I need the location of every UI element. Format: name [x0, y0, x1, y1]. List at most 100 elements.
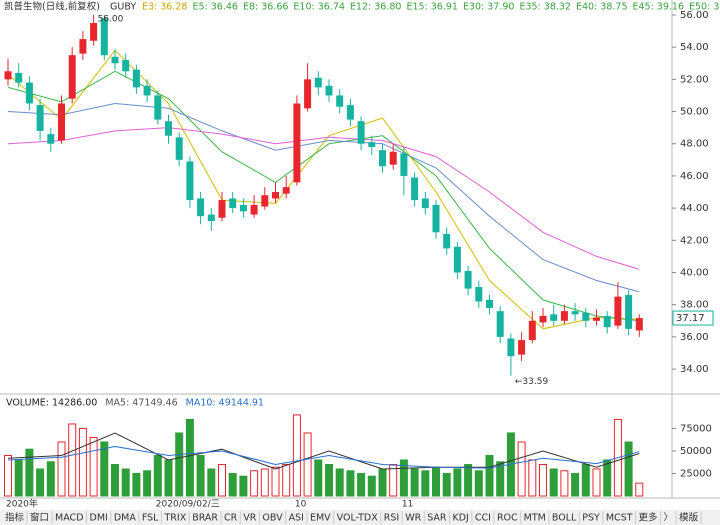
- volume-bar: [517, 441, 526, 497]
- candle-body: [4, 71, 12, 80]
- volume-bar: [421, 470, 430, 497]
- volume-bar: [260, 468, 269, 497]
- tab[interactable]: 模版: [679, 512, 699, 524]
- volume-bar: [346, 470, 355, 497]
- tab[interactable]: RSI: [384, 513, 399, 524]
- candle-body: [357, 121, 365, 144]
- volume-bar: [218, 463, 226, 497]
- tab[interactable]: TRIX: [163, 513, 186, 524]
- volume-bar: [143, 470, 152, 497]
- tab[interactable]: KDJ: [453, 513, 469, 524]
- volume-bar: [196, 454, 205, 497]
- indicator-legend: E15: 36.91: [406, 2, 458, 13]
- candle-body: [507, 338, 515, 357]
- tab[interactable]: CR: [224, 513, 238, 524]
- candle-body: [464, 270, 472, 289]
- volume-bar: [4, 454, 12, 497]
- tab[interactable]: ASI: [289, 513, 304, 524]
- volume-tick-label: 50000: [680, 446, 712, 457]
- tab[interactable]: 指标: [5, 512, 25, 524]
- tab[interactable]: ROC: [497, 513, 518, 524]
- y-tick-label: 44.00: [680, 203, 709, 214]
- candle-body: [154, 95, 162, 120]
- candle-body: [614, 296, 622, 326]
- tab[interactable]: DMA: [114, 513, 137, 524]
- volume-bar: [485, 454, 494, 497]
- tab[interactable]: VOL-TDX: [337, 513, 379, 524]
- tab[interactable]: SAR: [427, 513, 447, 524]
- volume-legend: MA5: 47149.46: [105, 398, 177, 409]
- tab[interactable]: DMI: [90, 513, 108, 524]
- tab[interactable]: BOLL: [552, 513, 577, 524]
- volume-bar: [635, 482, 644, 497]
- tab[interactable]: 〉: [664, 513, 674, 524]
- tab[interactable]: EMV: [310, 513, 331, 524]
- candle-body: [100, 18, 108, 56]
- candle-body: [132, 69, 140, 88]
- indicator-legend: E50: 39.55: [689, 2, 720, 13]
- volume-bar: [164, 459, 173, 497]
- indicator-legend: E10: 36.74: [293, 2, 345, 13]
- tab[interactable]: BRAR: [192, 513, 218, 524]
- volume-bar: [314, 459, 323, 497]
- volume-legend: VOLUME: 14286.00: [6, 398, 97, 409]
- volume-bar: [100, 441, 109, 497]
- candle-body: [432, 204, 440, 233]
- tab[interactable]: CCI: [475, 513, 491, 524]
- tab[interactable]: MTM: [524, 513, 546, 524]
- tab[interactable]: FSL: [142, 513, 159, 524]
- candle-body: [496, 311, 504, 337]
- volume-bar: [325, 463, 333, 497]
- tab[interactable]: WR: [405, 513, 421, 524]
- volume-ma-line: [7, 432, 640, 470]
- tab[interactable]: PSY: [582, 513, 600, 524]
- volume-bar: [111, 463, 119, 497]
- volume-bar: [539, 463, 547, 497]
- volume-bar: [528, 459, 537, 497]
- candle-body: [518, 340, 526, 355]
- volume-bar: [603, 459, 612, 497]
- candle-body: [603, 315, 611, 328]
- candle-body: [325, 85, 333, 96]
- volume-bar: [25, 448, 34, 497]
- candle-body: [635, 318, 643, 331]
- candle-body: [175, 137, 183, 160]
- tab[interactable]: VR: [243, 513, 256, 524]
- candle-body: [229, 198, 237, 209]
- tab[interactable]: 更多: [639, 512, 658, 524]
- candle-body: [389, 151, 397, 165]
- volume-bar: [303, 432, 312, 497]
- volume-bar: [57, 441, 66, 497]
- volume-bar: [592, 468, 601, 497]
- volume-tick-label: 75000: [680, 423, 712, 434]
- y-tick-label: 52.00: [680, 74, 709, 85]
- indicator-legend: E3: 36.28: [142, 2, 187, 13]
- volume-bar: [153, 454, 162, 497]
- candle-body: [560, 311, 568, 321]
- volume-bar: [549, 468, 558, 497]
- y-tick-label: 46.00: [680, 171, 709, 182]
- date-label: 2020/09/02/三: [156, 500, 220, 510]
- y-tick-label: 56.00: [680, 10, 709, 21]
- tab[interactable]: MACD: [55, 513, 83, 524]
- tab[interactable]: OBV: [262, 513, 283, 524]
- candle-body: [593, 317, 600, 321]
- y-tick-label: 54.00: [680, 42, 709, 53]
- price-annotation: 56.00: [98, 14, 124, 24]
- candle-body: [79, 39, 87, 54]
- volume-bar: [560, 470, 569, 497]
- volume-bar: [464, 463, 473, 497]
- tab[interactable]: 窗口: [30, 512, 49, 524]
- volume-bar: [474, 470, 483, 497]
- candle-body: [400, 153, 408, 176]
- volume-bar: [207, 468, 216, 497]
- indicator-legend: E45: 39.16: [633, 2, 685, 13]
- tab[interactable]: MCST: [606, 513, 633, 524]
- volume-bar: [282, 463, 291, 497]
- candle-body: [421, 198, 429, 209]
- date-label: 11: [402, 500, 413, 510]
- candle-body: [571, 311, 579, 315]
- candle-body: [207, 214, 215, 221]
- candle-body: [58, 103, 65, 141]
